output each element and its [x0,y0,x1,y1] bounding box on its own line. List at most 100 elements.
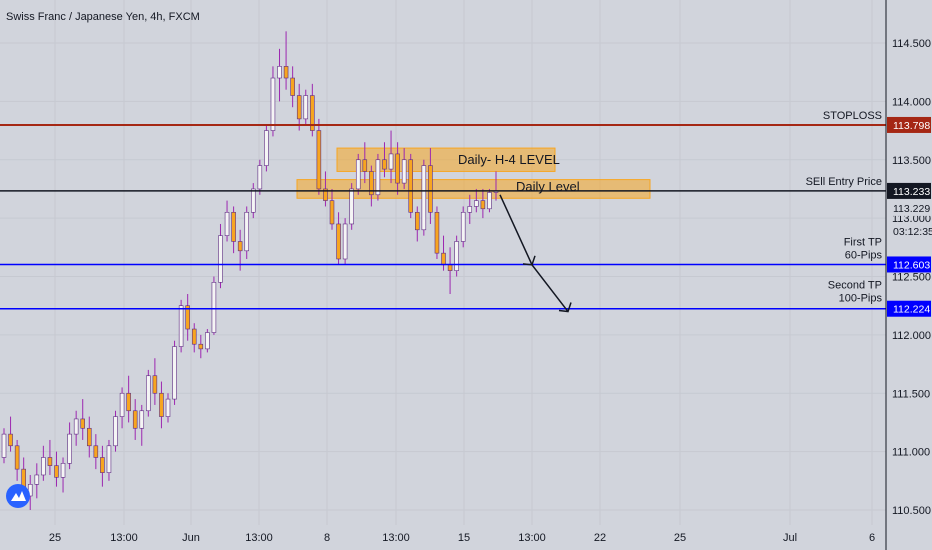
daily-level-zone-label: Daily Level [516,179,580,194]
candle [54,451,59,487]
candle [8,416,13,452]
candle [172,340,177,405]
candle-body [152,375,158,394]
candle [139,404,145,446]
candle [224,200,230,242]
candle [303,89,309,125]
candle [231,206,236,254]
candle-body [447,264,453,271]
candle-body [428,165,433,213]
candle [474,188,479,213]
candle [375,153,381,201]
candle [428,148,433,224]
candle-body [342,223,348,260]
logo-icon [11,491,26,501]
candle-body [73,418,79,435]
candle [362,142,368,184]
time-tick-label: 13:00 [245,532,273,544]
price-tick-label: 113.500 [892,155,931,167]
current-badge-text: 113.229 [893,203,930,215]
candle [100,445,105,487]
projection-arrows[interactable] [499,194,572,313]
current-badge-bg [887,199,931,216]
time-tick-label: 25 [49,532,61,544]
candle-body [251,188,256,213]
candle-body [487,192,492,210]
candle-body [205,332,210,350]
candle [355,153,361,195]
candle-body [113,416,118,447]
tradingview-logo[interactable] [6,484,30,508]
horizontal-levels[interactable] [0,123,886,310]
candle [487,188,492,213]
candle [113,410,118,452]
candle [434,206,440,259]
candle-body [388,153,394,170]
candle [106,439,112,481]
candle-body [290,77,295,96]
candle [277,48,282,102]
candle-body [100,457,105,473]
candle-body [8,433,13,447]
time-tick-label: Jul [783,532,797,544]
candle-body [211,282,217,333]
candle-body [106,445,112,473]
candle [349,183,354,230]
candle-body [310,95,315,131]
candle-body [303,95,309,120]
time-tick-label: 13:00 [110,532,138,544]
price-tick-label: 114.000 [892,96,931,108]
chart-background [0,0,886,550]
candle [290,66,295,108]
candle-body [172,346,177,400]
candle-body [126,392,131,412]
logo-circle [6,484,30,508]
candle [329,188,335,230]
current-price-badge: 113.229 [887,199,931,216]
price-tick-label: 113.000 [892,213,931,225]
candle [342,218,348,265]
candle-body [401,159,407,184]
candle-body [382,159,387,170]
candle [296,83,302,131]
price-axis[interactable]: 114.500 114.000 113.500 113.000 112.500 112.0… [892,38,931,517]
price-tick-label: 110.500 [892,505,931,517]
candle [395,142,400,195]
candle [60,457,66,493]
candle [408,153,413,219]
candle-body [349,188,354,225]
time-tick-label: 8 [324,532,330,544]
candle-body [454,241,459,271]
time-tick-label: Jun [182,532,200,544]
candle [159,381,164,429]
candle-body [1,433,7,458]
daily-h4-zone-label: Daily- H-4 LEVEL [458,152,560,167]
candle-body [34,474,40,485]
daily-level-zone[interactable] [296,179,651,199]
candle [415,206,420,242]
candle [165,393,171,423]
candle [41,445,46,481]
candle-body [375,159,381,196]
candle [1,428,7,464]
countdown-price-badge: 03:12:35 [887,222,932,239]
candle [316,118,322,195]
candle [191,323,197,353]
candle [388,130,394,184]
price-badges: 113.798113.233113.22903:12:35112.603112.… [887,116,932,317]
entry-badge-bg [887,182,931,199]
candle-body [185,305,190,330]
candle-body [132,410,138,429]
candle-body [231,211,236,242]
candle-body [54,465,59,478]
candle-body [395,153,400,184]
candle-body [283,66,289,79]
candle [310,83,315,137]
time-axis[interactable]: 25 13:00 Jun 13:00 8 13:00 15 13:00 22 25 Jul 6 [49,532,875,544]
candle-body [165,398,171,417]
candle-body [369,171,374,196]
candle [34,463,40,499]
candle [73,410,79,446]
tp1-badge-text: 112.603 [893,259,930,271]
